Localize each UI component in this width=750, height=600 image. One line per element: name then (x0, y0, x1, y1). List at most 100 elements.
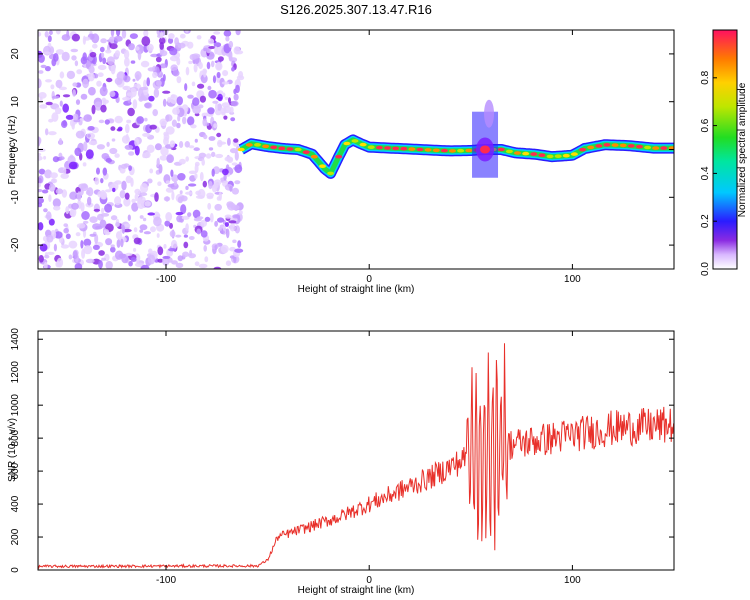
noise-blob (158, 164, 163, 174)
noise-blob (208, 180, 213, 190)
noise-blob (55, 188, 64, 195)
noise-blob (115, 222, 120, 227)
noise-blob (234, 248, 244, 253)
noise-blob (44, 66, 51, 72)
noise-blob (40, 64, 47, 69)
noise-blob (103, 229, 110, 235)
track-hotspot (636, 144, 643, 149)
noise-blob (94, 233, 99, 244)
noise-blob (210, 60, 215, 68)
noise-blob (106, 77, 113, 83)
noise-blob (139, 86, 148, 91)
noise-blob (97, 64, 107, 71)
noise-blob (82, 162, 87, 167)
track-hotspot (327, 171, 335, 176)
track-hotspot (595, 144, 603, 148)
track-hotspot (408, 147, 416, 151)
noise-blob (72, 89, 76, 97)
noise-blob (110, 244, 115, 248)
noise-blob (60, 173, 69, 179)
noise-blob (143, 231, 151, 235)
track-hotspot (245, 143, 253, 147)
noise-blob (94, 177, 100, 185)
noise-blob (216, 62, 222, 70)
noise-blob (168, 248, 177, 252)
noise-blob (229, 148, 238, 154)
noise-blob (214, 46, 218, 55)
noise-blob (99, 219, 107, 228)
noise-blob (92, 244, 100, 250)
noise-blob (56, 257, 64, 268)
noise-blob (214, 220, 219, 227)
noise-blob (98, 119, 105, 124)
noise-blob (225, 260, 232, 267)
noise-blob (170, 64, 178, 72)
noise-blob (185, 223, 189, 232)
noise-blob (101, 52, 105, 58)
noise-blob (51, 112, 59, 122)
noise-blob (91, 104, 96, 115)
noise-blob (38, 222, 44, 231)
noise-blob (175, 234, 182, 238)
noise-blob (71, 33, 80, 42)
noise-blob (121, 30, 127, 39)
noise-blob (106, 56, 115, 66)
snr-y-tick-label: 1200 (10, 361, 21, 384)
noise-blob (96, 144, 105, 150)
noise-blob (97, 72, 104, 77)
spectrogram-x-tick-label: -100 (156, 274, 176, 285)
snr-y-tick-label: 1000 (10, 394, 21, 417)
noise-blob (220, 107, 227, 114)
noise-blob (167, 37, 174, 44)
noise-blob (55, 30, 61, 35)
noise-blob (229, 246, 236, 252)
noise-blob (106, 141, 110, 147)
noise-blob (213, 42, 222, 48)
track-hotspot (570, 152, 578, 156)
snr-y-tick-label: 800 (10, 429, 21, 446)
noise-blob (197, 83, 205, 89)
noise-blob (109, 43, 118, 50)
noise-blob (225, 228, 230, 239)
noise-blob (228, 40, 234, 49)
noise-blob (198, 152, 207, 158)
noise-blob (159, 50, 168, 57)
track-hotspot (644, 145, 652, 150)
noise-blob (144, 117, 148, 122)
noise-blob (45, 79, 52, 83)
noise-blob (124, 144, 134, 150)
noise-blob (234, 225, 240, 234)
noise-blob (208, 147, 214, 151)
noise-blob (170, 169, 174, 177)
noise-blob (134, 262, 144, 268)
spectrogram-signal-track (237, 99, 674, 179)
track-hotspot (546, 154, 554, 159)
noise-blob (130, 257, 137, 262)
noise-blob (208, 136, 216, 141)
noise-blob (211, 184, 218, 193)
noise-blob (217, 217, 225, 223)
noise-blob (187, 212, 192, 218)
noise-blob (208, 46, 216, 49)
noise-blob (80, 93, 88, 100)
noise-blob (62, 166, 67, 175)
noise-blob (188, 236, 195, 240)
noise-blob (213, 266, 222, 269)
noise-blob (108, 118, 115, 124)
noise-blob (162, 74, 166, 82)
spectrogram-x-label: Height of straight line (km) (298, 284, 415, 295)
noise-blob (140, 183, 149, 193)
noise-blob (159, 31, 164, 39)
noise-blob (88, 65, 95, 74)
noise-blob (53, 205, 61, 211)
noise-blob (89, 216, 98, 224)
noise-blob (134, 145, 140, 156)
spectrogram-y-tick-label: 20 (10, 48, 21, 60)
spectrogram-x-tick-label: 100 (564, 274, 581, 285)
noise-blob (238, 210, 243, 215)
noise-blob (193, 147, 200, 152)
noise-blob (83, 238, 92, 247)
noise-blob (59, 156, 65, 161)
track-hotspot (530, 152, 538, 156)
